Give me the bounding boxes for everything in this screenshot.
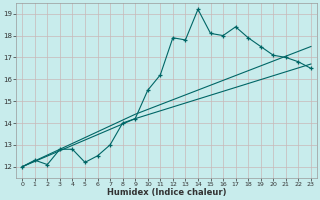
X-axis label: Humidex (Indice chaleur): Humidex (Indice chaleur) <box>107 188 226 197</box>
